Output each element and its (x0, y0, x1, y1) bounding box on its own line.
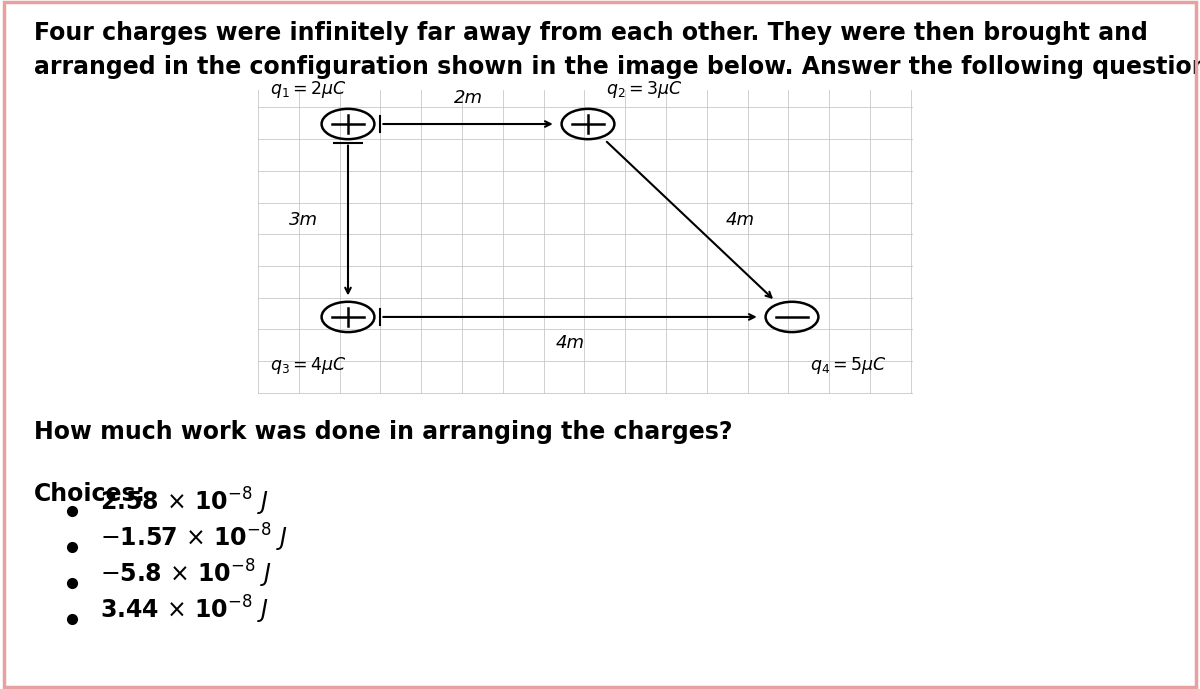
Text: 4m: 4m (726, 212, 755, 229)
Text: $q_1 = 2\mu C$: $q_1 = 2\mu C$ (270, 79, 347, 100)
Text: 2.58 $\times$ 10$^{-8}$ $\it{J}$: 2.58 $\times$ 10$^{-8}$ $\it{J}$ (100, 486, 269, 518)
Text: How much work was done in arranging the charges?: How much work was done in arranging the … (34, 420, 732, 444)
Text: $q_3 = 4\mu C$: $q_3 = 4\mu C$ (270, 355, 347, 376)
Text: $-$5.8 $\times$ 10$^{-8}$ $\it{J}$: $-$5.8 $\times$ 10$^{-8}$ $\it{J}$ (100, 557, 272, 590)
Text: 3m: 3m (289, 212, 318, 229)
Text: arranged in the configuration shown in the image below. Answer the following que: arranged in the configuration shown in t… (34, 55, 1200, 79)
Text: $q_2 = 3\mu C$: $q_2 = 3\mu C$ (606, 79, 683, 100)
Text: Four charges were infinitely far away from each other. They were then brought an: Four charges were infinitely far away fr… (34, 21, 1147, 45)
Text: 3.44 $\times$ 10$^{-8}$ $\it{J}$: 3.44 $\times$ 10$^{-8}$ $\it{J}$ (100, 593, 269, 626)
Text: Choices:: Choices: (34, 482, 145, 506)
Text: $-$1.57 $\times$ 10$^{-8}$ $\it{J}$: $-$1.57 $\times$ 10$^{-8}$ $\it{J}$ (100, 522, 288, 554)
Text: $q_4 = 5\mu C$: $q_4 = 5\mu C$ (810, 355, 887, 376)
Text: 4m: 4m (556, 334, 584, 352)
Text: 2m: 2m (454, 89, 482, 107)
